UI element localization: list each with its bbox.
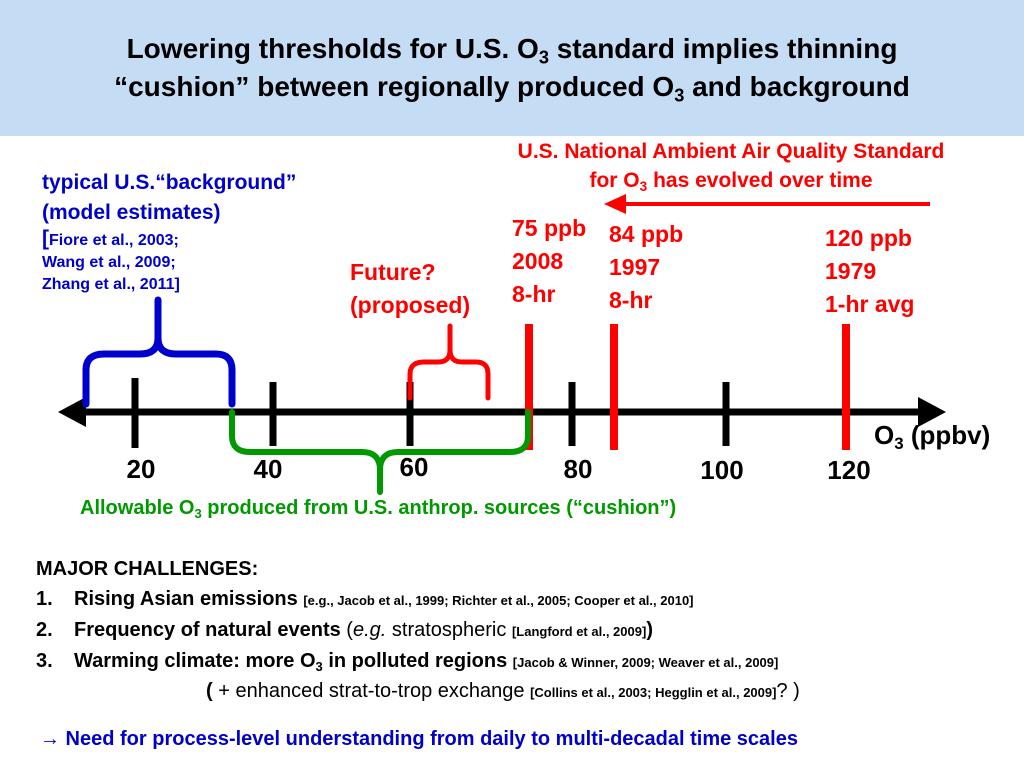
- background-title: typical U.S.“background”: [42, 171, 297, 194]
- cushion-brace: [229, 409, 531, 495]
- axis-label: O3 (ppbv): [874, 420, 991, 454]
- tick-label-120: 120: [827, 455, 871, 485]
- title-line-2: “cushion” between regionally produced O3…: [114, 71, 910, 106]
- tick-label-60: 60: [399, 452, 429, 482]
- challenge-extra-line: ( + enhanced strat-to-trop exchange [Col…: [206, 680, 800, 702]
- axis-arrow-left: [58, 397, 86, 427]
- background-brace: [82, 296, 236, 408]
- arrow-right-icon: →: [40, 728, 60, 750]
- axis-arrow-right: [918, 397, 946, 427]
- standard-label-120: 120 ppb 1979 1-hr avg: [825, 225, 915, 317]
- challenge-item-3: 3. Warming climate: more O3 in polluted r…: [36, 650, 779, 674]
- tick-label-80: 80: [563, 454, 593, 484]
- background-subtitle: (model estimates): [42, 201, 221, 224]
- future-brace: [407, 323, 491, 401]
- standard-label-84: 84 ppb 1997 8-hr: [609, 221, 684, 313]
- conclusion-text: → Need for process-level understanding f…: [40, 728, 798, 750]
- naaqs-label: U.S. National Ambient Air Quality Standa…: [517, 140, 945, 195]
- title-band: [0, 0, 1024, 136]
- standard-label-75: 75 ppb 2008 8-hr: [512, 215, 587, 307]
- challenge-item-2: 2. Frequency of natural events (e.g. stra…: [36, 619, 653, 641]
- background-label: typical U.S.“background” (model estimate…: [42, 168, 372, 296]
- future-label: Future? (proposed): [350, 259, 471, 318]
- tick-label-100: 100: [700, 455, 744, 485]
- cushion-label: Allowable O3 produced from U.S. anthrop.…: [80, 497, 677, 521]
- tick-label-40: 40: [253, 454, 283, 484]
- tick-label-20: 20: [126, 454, 156, 484]
- challenges-heading: MAJOR CHALLENGES:: [36, 558, 259, 580]
- slide-title: Lowering thresholds for U.S. O3 standard…: [0, 30, 1024, 106]
- challenge-item-1: 1. Rising Asian emissions [e.g., Jacob et…: [36, 588, 694, 610]
- naaqs-arrow-head: [604, 194, 626, 214]
- background-citations: [Fiore et al., 2003; Wang et al., 2009; …: [42, 227, 180, 294]
- title-line-1: Lowering thresholds for U.S. O3 standard…: [126, 33, 898, 68]
